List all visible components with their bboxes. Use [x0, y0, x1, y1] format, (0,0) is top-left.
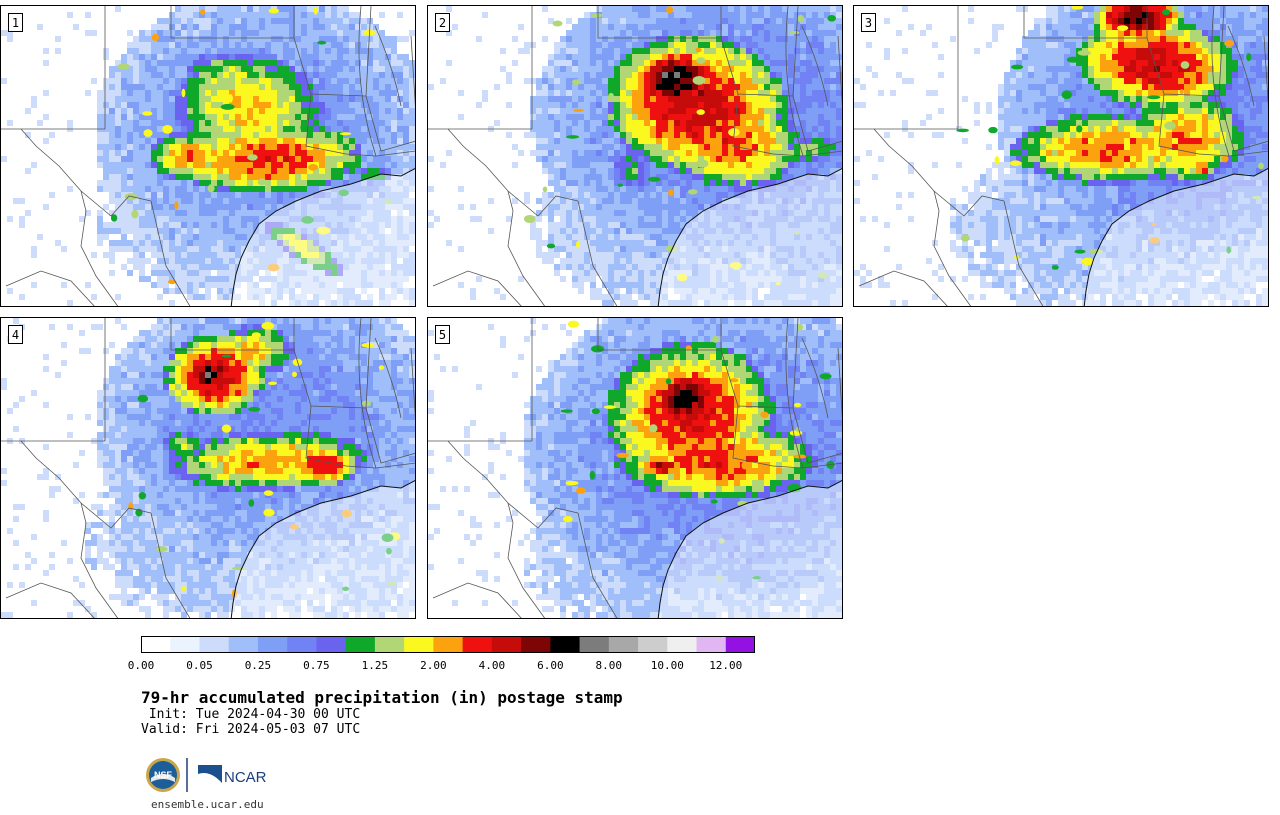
sponsor-logos: NSF NCAR — [146, 758, 267, 792]
colorbar-swatch — [170, 636, 200, 653]
website-link[interactable]: ensemble.ucar.edu — [151, 798, 264, 811]
map-panel-2: 2 — [427, 5, 843, 307]
precip-map-3 — [854, 6, 1268, 306]
panel-number-label: 5 — [435, 325, 450, 344]
colorbar-tick-label: 2.00 — [420, 659, 447, 672]
precip-map-2 — [428, 6, 842, 306]
colorbar-swatch — [550, 636, 581, 653]
colorbar-swatch — [374, 636, 405, 653]
colorbar-tick-label: 1.25 — [361, 659, 389, 672]
valid-time: Valid: Fri 2024-05-03 07 UTC — [141, 722, 361, 737]
colorbar-swatch — [638, 636, 668, 653]
map-panel-5: 5 — [427, 317, 843, 619]
colorbar-swatch — [199, 636, 230, 653]
colorbar-swatch — [345, 636, 376, 653]
colorbar-tick-label: 12.00 — [709, 659, 743, 672]
panel-number-label: 1 — [8, 13, 23, 32]
panel-number-label: 3 — [861, 13, 876, 32]
precip-map-1 — [1, 6, 415, 306]
nsf-logo-text: NSF — [154, 770, 173, 780]
colorbar-tick-label: 10.00 — [650, 659, 684, 672]
colorbar-tick-label: 4.00 — [478, 659, 506, 672]
colorbar-tick-label: 8.00 — [595, 659, 623, 672]
map-panel-1: 1 — [0, 5, 416, 307]
ncar-logo: NCAR — [198, 765, 267, 786]
map-panel-3: 3 — [853, 5, 1269, 307]
panel-number-label: 4 — [8, 325, 23, 344]
colorbar-swatch — [696, 636, 727, 653]
colorbar-swatch — [257, 636, 288, 653]
precip-map-4 — [1, 318, 415, 618]
colorbar-swatch — [433, 636, 464, 653]
colorbar-tick-label: 0.00 — [127, 659, 155, 672]
colorbar-swatch — [667, 636, 698, 653]
colorbar-swatch — [404, 636, 434, 653]
page-title: 79-hr accumulated precipitation (in) pos… — [141, 688, 623, 707]
colorbar-swatch — [725, 636, 755, 653]
precip-map-5 — [428, 318, 842, 618]
precip-colorbar — [141, 636, 755, 653]
ncar-logo-text: NCAR — [224, 769, 267, 786]
colorbar-swatch — [491, 636, 522, 653]
colorbar-swatch — [228, 636, 259, 653]
init-time: Init: Tue 2024-04-30 00 UTC — [141, 707, 361, 722]
colorbar-tick-label: 0.05 — [186, 659, 213, 672]
colorbar-swatch — [608, 636, 639, 653]
colorbar-swatch — [521, 636, 551, 653]
colorbar-swatch — [141, 636, 171, 653]
colorbar-swatch — [287, 636, 317, 653]
colorbar-swatch — [579, 636, 610, 653]
colorbar-swatch — [462, 636, 493, 653]
map-panel-4: 4 — [0, 317, 416, 619]
nsf-logo: NSF — [146, 758, 180, 792]
colorbar-tick-label: 6.00 — [537, 659, 564, 672]
colorbar-tick-label: 0.75 — [303, 659, 330, 672]
colorbar-tick-label: 0.25 — [244, 659, 272, 672]
panel-number-label: 2 — [435, 13, 450, 32]
colorbar-swatch — [316, 636, 347, 653]
